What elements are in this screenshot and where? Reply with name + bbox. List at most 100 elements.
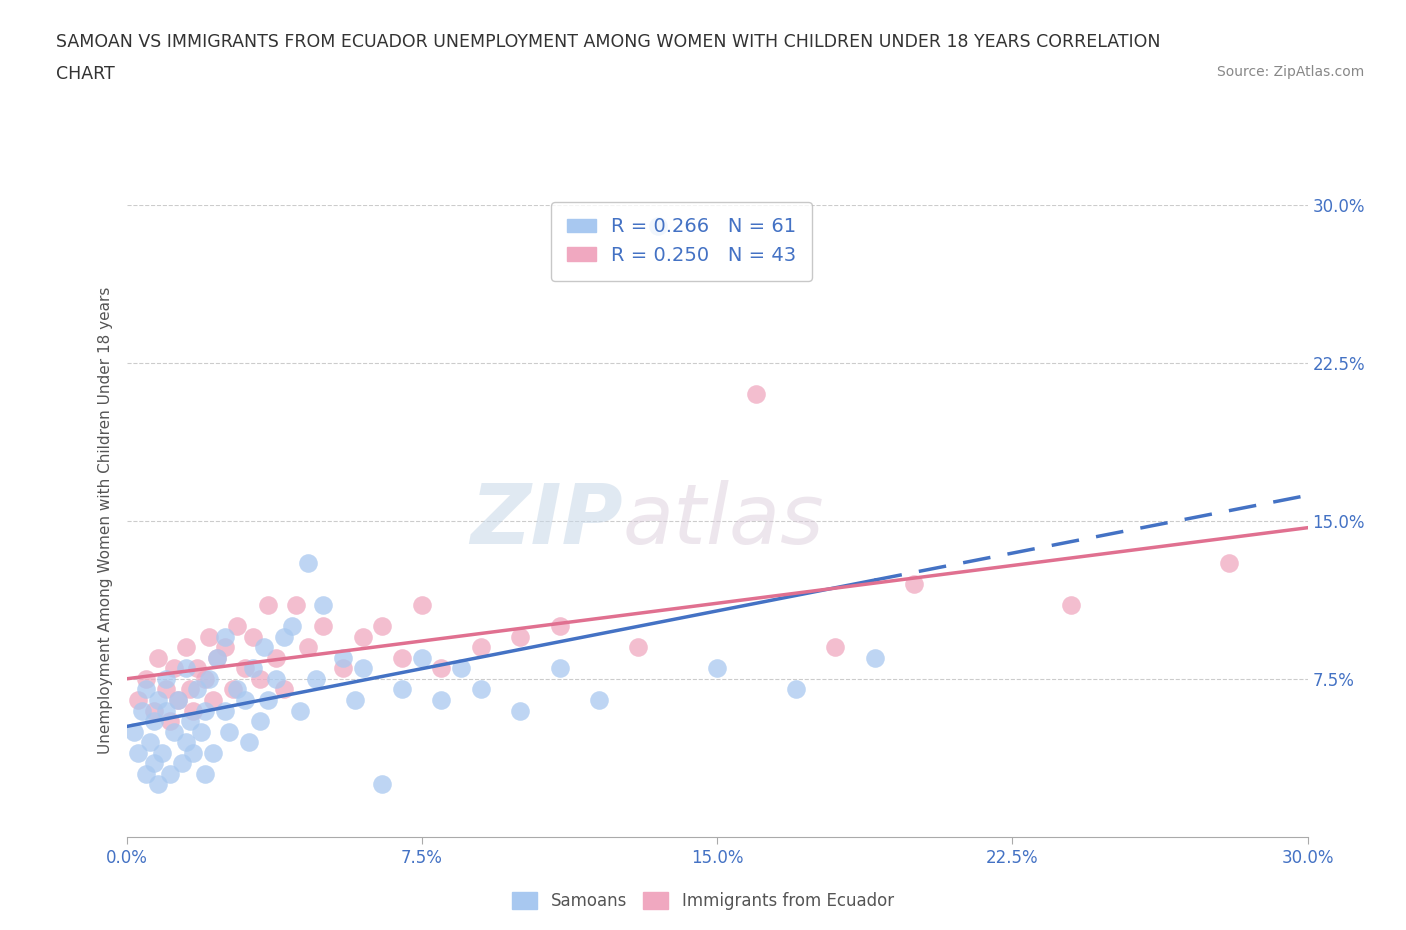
Point <box>155 703 177 718</box>
Point <box>166 693 188 708</box>
Point <box>131 703 153 718</box>
Point <box>242 630 264 644</box>
Point <box>163 661 186 676</box>
Point <box>159 766 181 781</box>
Point <box>411 598 433 613</box>
Point <box>1218 555 1240 570</box>
Point <box>242 661 264 676</box>
Point <box>198 630 221 644</box>
Point <box>174 661 197 676</box>
Point <box>194 671 217 686</box>
Point <box>273 682 295 697</box>
Point <box>304 671 326 686</box>
Point <box>150 745 173 760</box>
Text: CHART: CHART <box>56 65 115 83</box>
Point <box>371 777 394 791</box>
Point <box>297 555 319 570</box>
Point <box>548 661 571 676</box>
Point <box>824 640 846 655</box>
Point <box>312 598 335 613</box>
Point <box>249 713 271 728</box>
Point <box>257 693 280 708</box>
Y-axis label: Unemployment Among Women with Children Under 18 years: Unemployment Among Women with Children U… <box>98 287 114 754</box>
Point <box>391 682 413 697</box>
Point <box>198 671 221 686</box>
Text: atlas: atlas <box>623 480 824 562</box>
Text: Source: ZipAtlas.com: Source: ZipAtlas.com <box>1216 65 1364 79</box>
Point <box>214 640 236 655</box>
Point <box>588 693 610 708</box>
Point <box>332 650 354 665</box>
Point <box>238 735 260 750</box>
Point <box>146 777 169 791</box>
Point <box>509 630 531 644</box>
Point <box>143 756 166 771</box>
Point <box>174 735 197 750</box>
Point <box>548 618 571 633</box>
Point <box>159 713 181 728</box>
Point <box>288 703 311 718</box>
Point <box>127 745 149 760</box>
Point <box>127 693 149 708</box>
Point <box>166 693 188 708</box>
Point <box>190 724 212 739</box>
Point <box>863 650 886 665</box>
Point <box>155 682 177 697</box>
Legend: R = 0.266   N = 61, R = 0.250   N = 43: R = 0.266 N = 61, R = 0.250 N = 43 <box>551 202 813 281</box>
Point <box>903 577 925 591</box>
Point <box>430 693 453 708</box>
Point <box>647 219 669 233</box>
Point <box>430 661 453 676</box>
Point <box>186 661 208 676</box>
Point <box>706 661 728 676</box>
Point <box>352 630 374 644</box>
Point <box>225 618 247 633</box>
Point <box>297 640 319 655</box>
Point <box>332 661 354 676</box>
Point <box>627 640 650 655</box>
Point <box>352 661 374 676</box>
Text: ZIP: ZIP <box>470 480 623 562</box>
Point <box>284 598 307 613</box>
Point <box>312 618 335 633</box>
Point <box>264 650 287 665</box>
Point <box>371 618 394 633</box>
Point <box>135 682 157 697</box>
Point <box>249 671 271 686</box>
Point <box>179 682 201 697</box>
Point <box>146 650 169 665</box>
Point <box>135 766 157 781</box>
Point <box>343 693 366 708</box>
Point <box>214 703 236 718</box>
Point <box>135 671 157 686</box>
Point <box>257 598 280 613</box>
Point <box>253 640 276 655</box>
Point <box>194 766 217 781</box>
Point <box>163 724 186 739</box>
Text: SAMOAN VS IMMIGRANTS FROM ECUADOR UNEMPLOYMENT AMONG WOMEN WITH CHILDREN UNDER 1: SAMOAN VS IMMIGRANTS FROM ECUADOR UNEMPL… <box>56 33 1161 50</box>
Point <box>124 724 146 739</box>
Point <box>183 745 205 760</box>
Point <box>281 618 304 633</box>
Point <box>218 724 240 739</box>
Point <box>205 650 228 665</box>
Point <box>179 713 201 728</box>
Point <box>264 671 287 686</box>
Point <box>222 682 245 697</box>
Point <box>183 703 205 718</box>
Point <box>143 713 166 728</box>
Point <box>273 630 295 644</box>
Point <box>174 640 197 655</box>
Point <box>194 703 217 718</box>
Point <box>470 682 492 697</box>
Point <box>143 703 166 718</box>
Point <box>509 703 531 718</box>
Point <box>205 650 228 665</box>
Point <box>146 693 169 708</box>
Point <box>233 693 256 708</box>
Point <box>391 650 413 665</box>
Point <box>225 682 247 697</box>
Point <box>139 735 162 750</box>
Point <box>1060 598 1083 613</box>
Point <box>411 650 433 665</box>
